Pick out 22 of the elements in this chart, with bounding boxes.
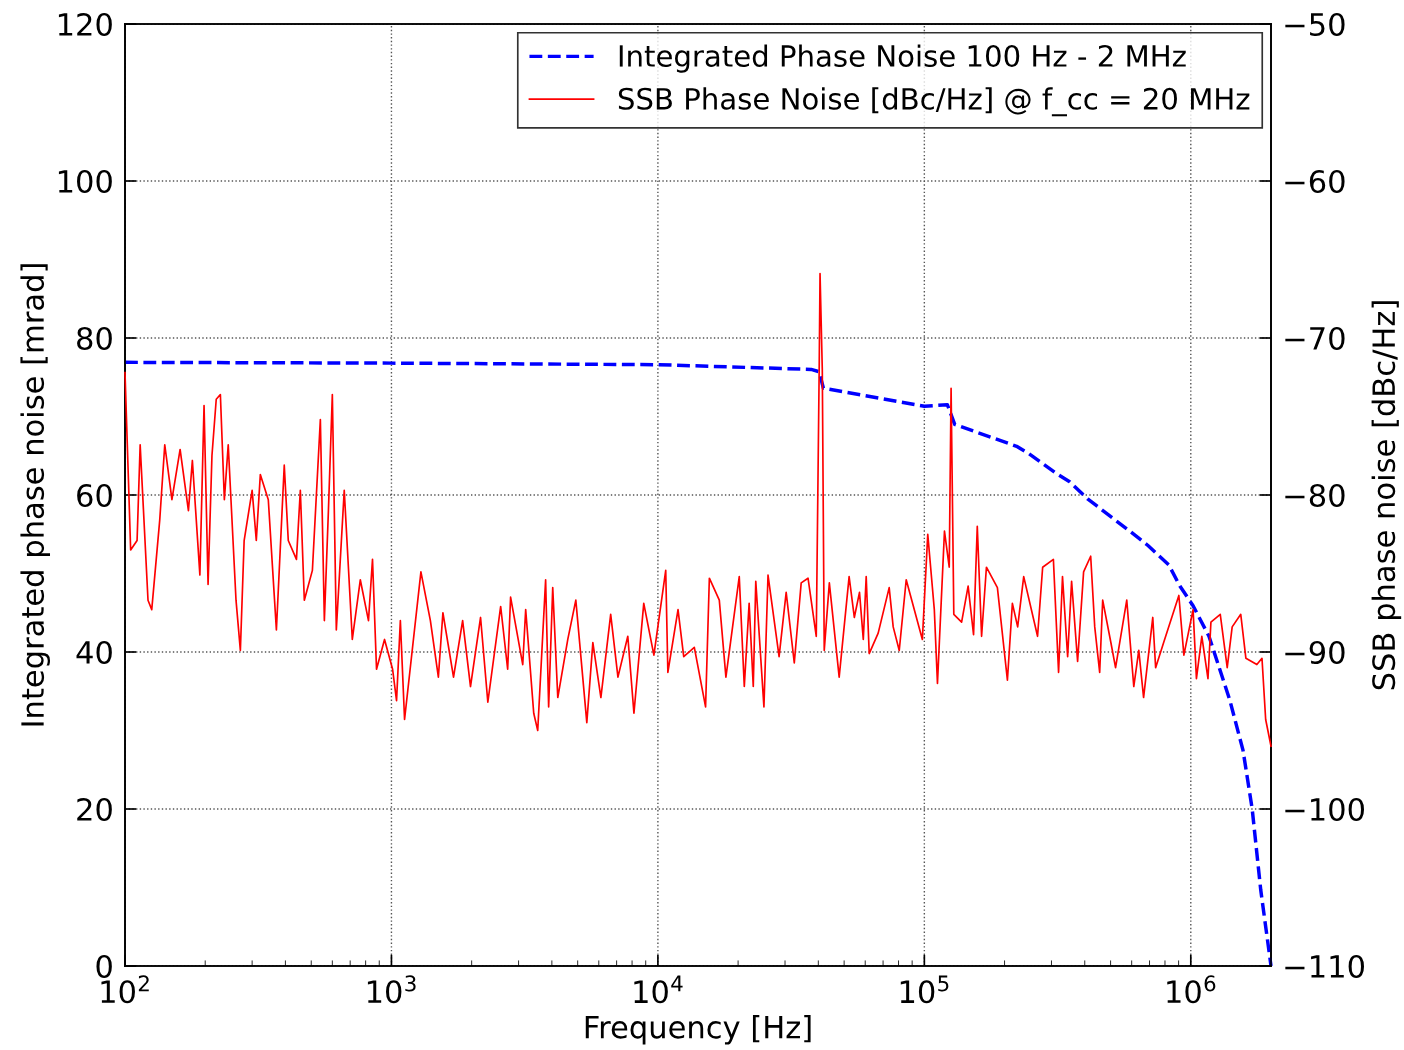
y2-axis-title: SSB phase noise [dBc/Hz]	[1371, 301, 1402, 690]
y-tick-label: 60	[77, 483, 112, 508]
y2-tick-label: −80	[1285, 483, 1345, 508]
y-tick-label: 20	[77, 797, 112, 822]
x-axis-title: Frequency [Hz]	[585, 1015, 811, 1045]
x-tick-label: 10$^{5}$	[900, 975, 949, 1004]
y-tick-label: 100	[58, 169, 112, 194]
y-tick-label: 40	[76, 640, 112, 665]
y2-tick-label: −110	[1285, 954, 1365, 979]
y-axis-title: Integrated phase noise [mrad]	[20, 264, 51, 726]
y2-tick-label: −60	[1285, 169, 1345, 194]
y-tick-label: 120	[58, 12, 112, 37]
y-tick-label: 80	[77, 326, 112, 351]
y2-tick-label: −90	[1285, 640, 1345, 665]
legend-label: SSB Phase Noise [dBc/Hz] @ f_cc = 20 MHz	[618, 87, 1250, 117]
x-tick-label: 10$^{4}$	[634, 975, 683, 1004]
y2-tick-label: −100	[1285, 797, 1365, 822]
legend-label: Integrated Phase Noise 100 Hz - 2 MHz	[619, 44, 1186, 73]
y2-tick-label: −50	[1285, 12, 1345, 37]
x-tick-label: 10$^{3}$	[367, 975, 416, 1004]
x-tick-label: 10$^{6}$	[1167, 975, 1216, 1004]
y2-tick-label: −70	[1285, 326, 1345, 351]
